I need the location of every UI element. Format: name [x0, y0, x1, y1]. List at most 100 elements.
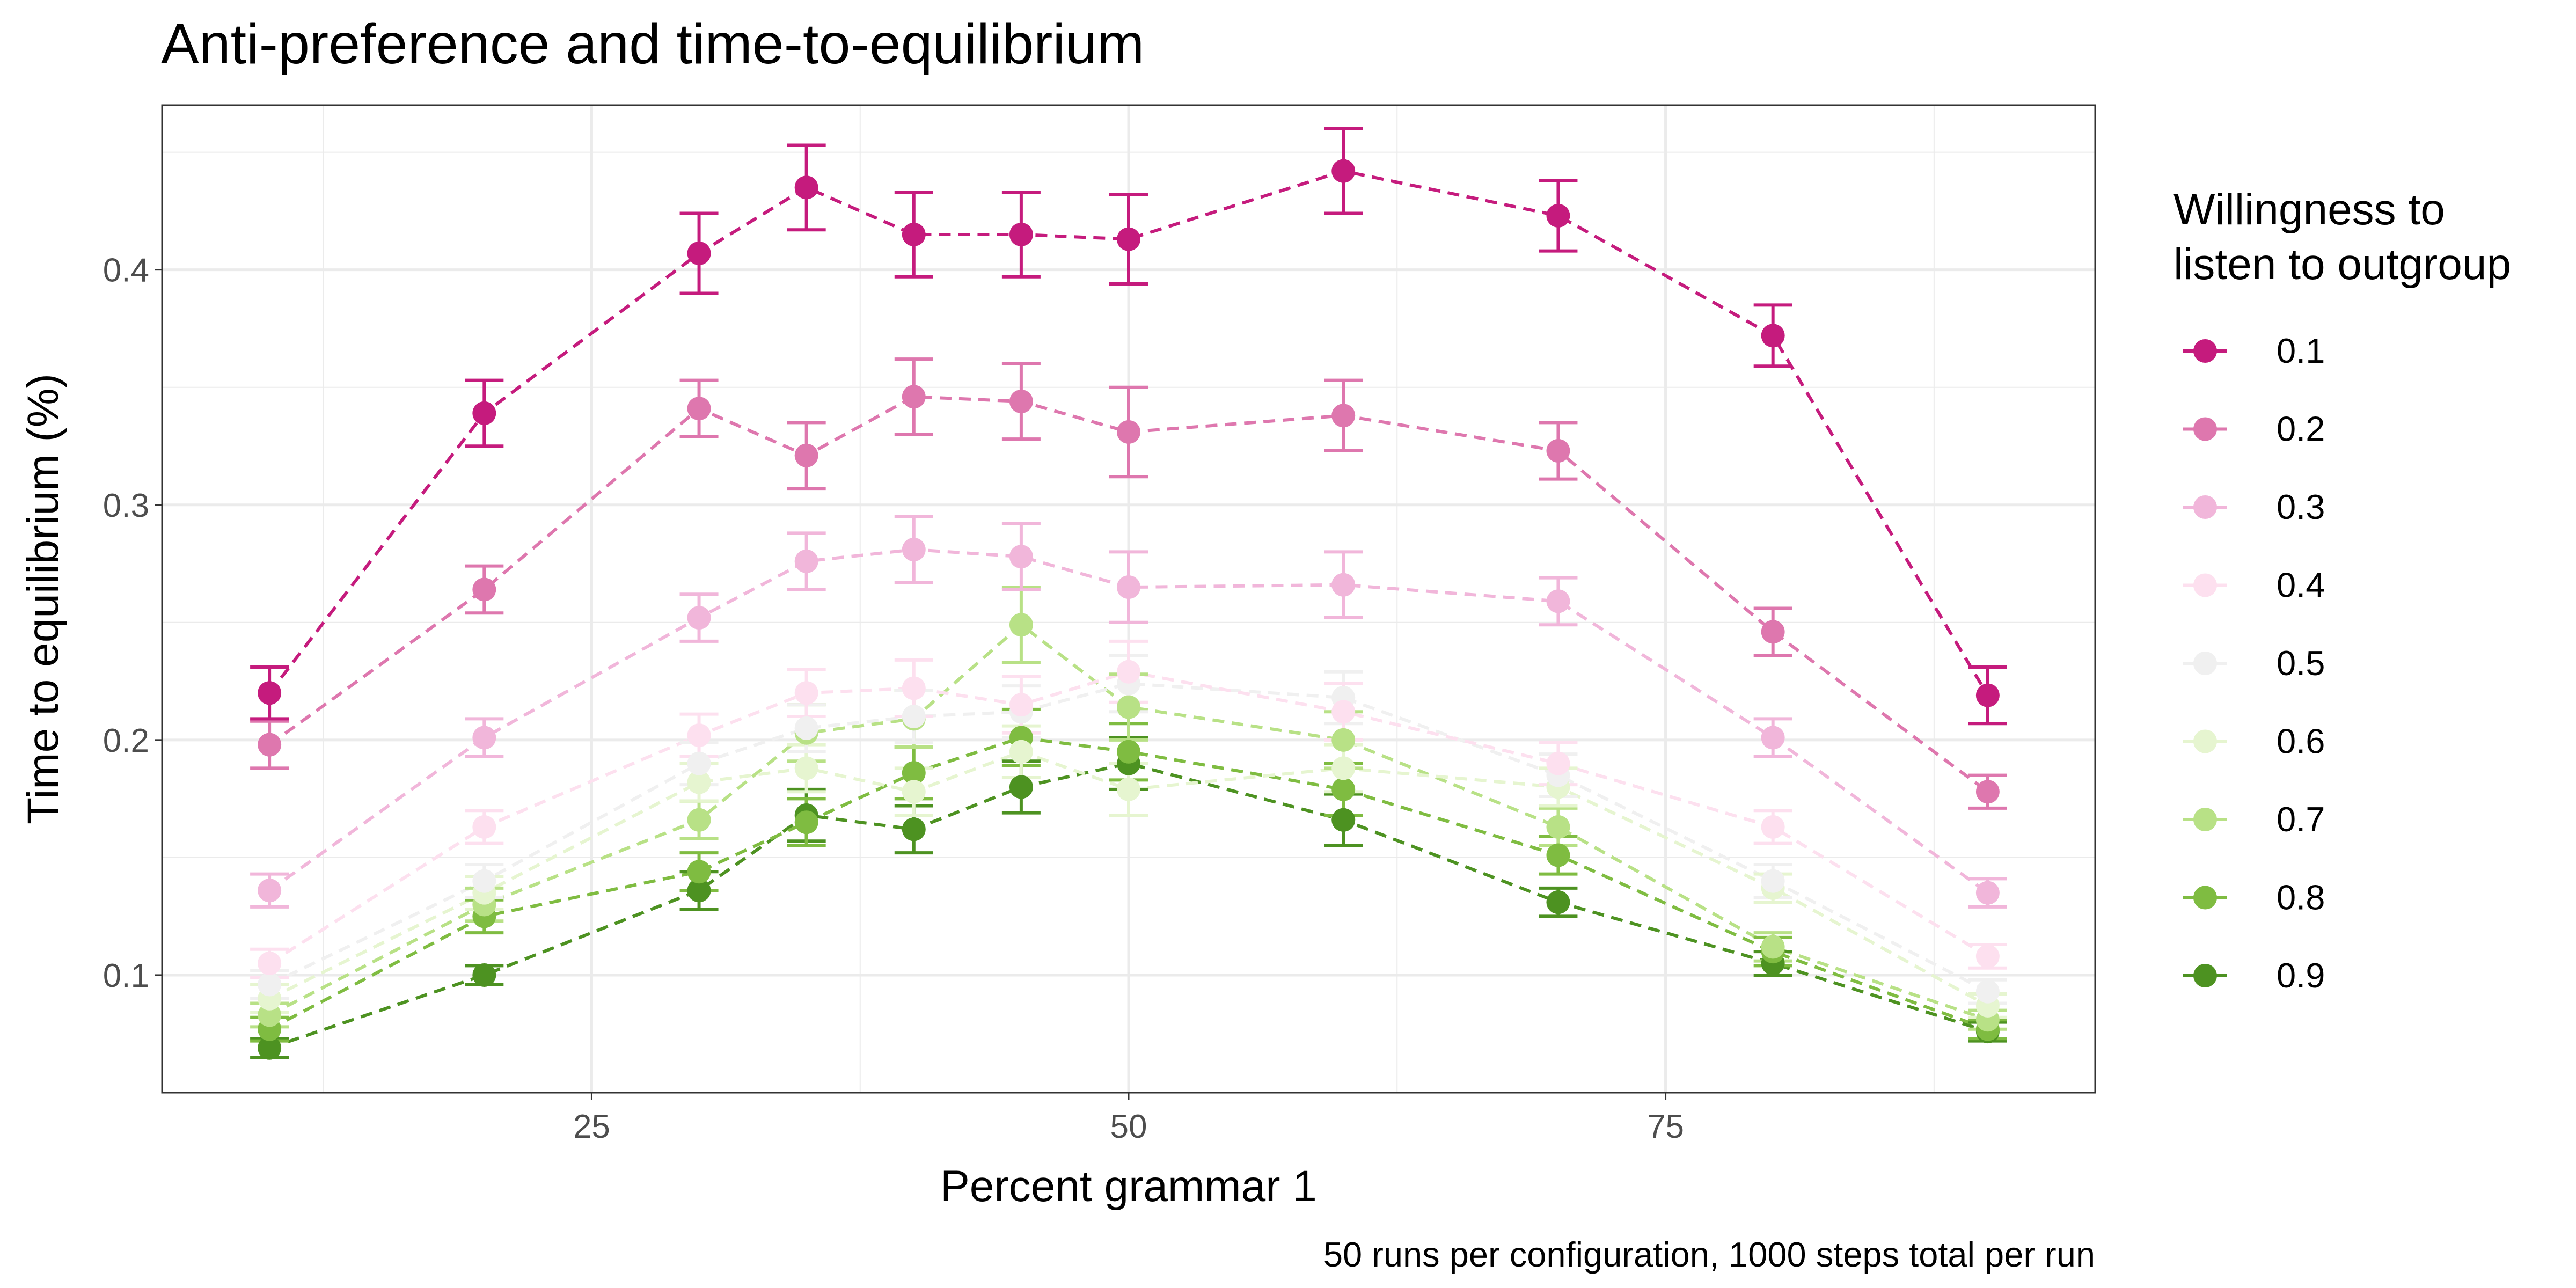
- legend-key-point: [2193, 495, 2217, 519]
- legend-item: 0.2: [2183, 409, 2325, 449]
- legend-key-point: [2193, 885, 2217, 910]
- x-tick-label: 50: [1110, 1108, 1147, 1145]
- data-point: [472, 815, 496, 839]
- data-point: [687, 808, 711, 832]
- data-point: [794, 810, 818, 835]
- data-point: [1009, 222, 1033, 246]
- data-point: [1761, 869, 1785, 893]
- data-point: [902, 705, 926, 729]
- data-point: [1975, 944, 2000, 968]
- y-axis-title: Time to equilibrium (%): [19, 374, 68, 824]
- data-point: [687, 606, 711, 630]
- data-point: [794, 756, 818, 780]
- data-point: [1761, 726, 1785, 750]
- legend-label: 0.7: [2277, 800, 2325, 839]
- data-points-layer: [258, 159, 2000, 1060]
- data-point: [794, 549, 818, 573]
- y-tick-label: 0.3: [103, 487, 149, 524]
- legend-key-point: [2193, 652, 2217, 675]
- data-point: [687, 770, 711, 794]
- data-point: [1009, 390, 1033, 413]
- chart-caption: 50 runs per configuration, 1000 steps to…: [1323, 1235, 2095, 1274]
- data-point: [1761, 935, 1785, 959]
- data-point: [258, 952, 282, 976]
- legend-label: 0.4: [2277, 566, 2325, 605]
- data-point: [1546, 751, 1570, 775]
- legend-item: 0.3: [2183, 487, 2325, 526]
- data-point: [902, 538, 926, 561]
- data-point: [258, 879, 282, 903]
- legend-key-point: [2193, 417, 2217, 441]
- data-point: [1975, 979, 2000, 1004]
- data-point: [258, 1003, 282, 1027]
- data-point: [902, 780, 926, 804]
- legend-item: 0.5: [2183, 643, 2325, 683]
- legend: Willingness to listen to outgroup 0.1 0.2…: [2174, 185, 2511, 995]
- legend-label: 0.6: [2277, 722, 2325, 761]
- data-point: [472, 726, 496, 750]
- chart-title: Anti-preference and time-to-equilibrium: [161, 12, 1144, 76]
- data-point: [1331, 573, 1356, 597]
- data-point: [1331, 159, 1356, 183]
- data-point: [1331, 728, 1356, 752]
- data-point: [1975, 881, 2000, 905]
- data-point: [1761, 324, 1785, 348]
- y-tick-label: 0.1: [103, 957, 149, 994]
- data-point: [258, 1036, 282, 1060]
- data-point: [902, 761, 926, 785]
- data-point: [1009, 775, 1033, 799]
- data-point: [1975, 780, 2000, 804]
- y-tick-label: 0.2: [103, 722, 149, 759]
- data-point: [687, 723, 711, 748]
- legend-item: 0.6: [2183, 722, 2325, 761]
- data-point: [258, 972, 282, 997]
- data-point: [1117, 695, 1140, 719]
- legend-title-line-1: Willingness to: [2174, 185, 2445, 234]
- data-point: [687, 397, 711, 421]
- data-point: [1009, 740, 1033, 764]
- data-point: [1117, 660, 1140, 684]
- legend-items: 0.1 0.2 0.3 0.4 0.5 0.6 0.7 0.8 0.9: [2183, 331, 2325, 995]
- data-point: [1009, 693, 1033, 717]
- legend-key-point: [2193, 964, 2217, 987]
- data-point: [472, 577, 496, 602]
- series-line-0.3: [268, 547, 1989, 895]
- data-point: [1761, 815, 1785, 839]
- data-point: [472, 869, 496, 893]
- data-point: [687, 879, 711, 903]
- data-point: [472, 401, 496, 425]
- data-point: [794, 175, 818, 200]
- data-point: [1546, 203, 1570, 228]
- data-point: [1331, 756, 1356, 780]
- data-point: [1117, 227, 1140, 251]
- legend-key-point: [2193, 808, 2217, 831]
- legend-key-point: [2193, 729, 2217, 753]
- data-point: [794, 681, 818, 705]
- x-tick-label: 25: [573, 1108, 610, 1145]
- data-point: [472, 963, 496, 987]
- data-point: [258, 681, 282, 705]
- data-point: [1117, 740, 1140, 764]
- data-point: [687, 751, 711, 775]
- data-point: [1009, 613, 1033, 637]
- legend-label: 0.8: [2277, 878, 2325, 917]
- data-point: [1546, 589, 1570, 613]
- data-point: [1009, 545, 1033, 569]
- data-point: [1975, 683, 2000, 707]
- legend-key-point: [2193, 573, 2217, 597]
- data-point: [1546, 815, 1570, 839]
- data-point: [687, 860, 711, 884]
- data-point: [794, 443, 818, 467]
- data-point: [1761, 620, 1785, 644]
- legend-label: 0.2: [2277, 409, 2325, 449]
- data-point: [1546, 890, 1570, 914]
- legend-label: 0.9: [2277, 956, 2325, 995]
- data-point: [1117, 575, 1140, 599]
- data-point: [1331, 777, 1356, 801]
- data-point: [1331, 700, 1356, 724]
- y-axis-ticks: 0.1 0.2 0.3 0.4: [103, 252, 162, 994]
- data-point: [794, 716, 818, 740]
- x-axis-ticks: 25 50 75: [573, 1093, 1684, 1145]
- data-point: [258, 733, 282, 757]
